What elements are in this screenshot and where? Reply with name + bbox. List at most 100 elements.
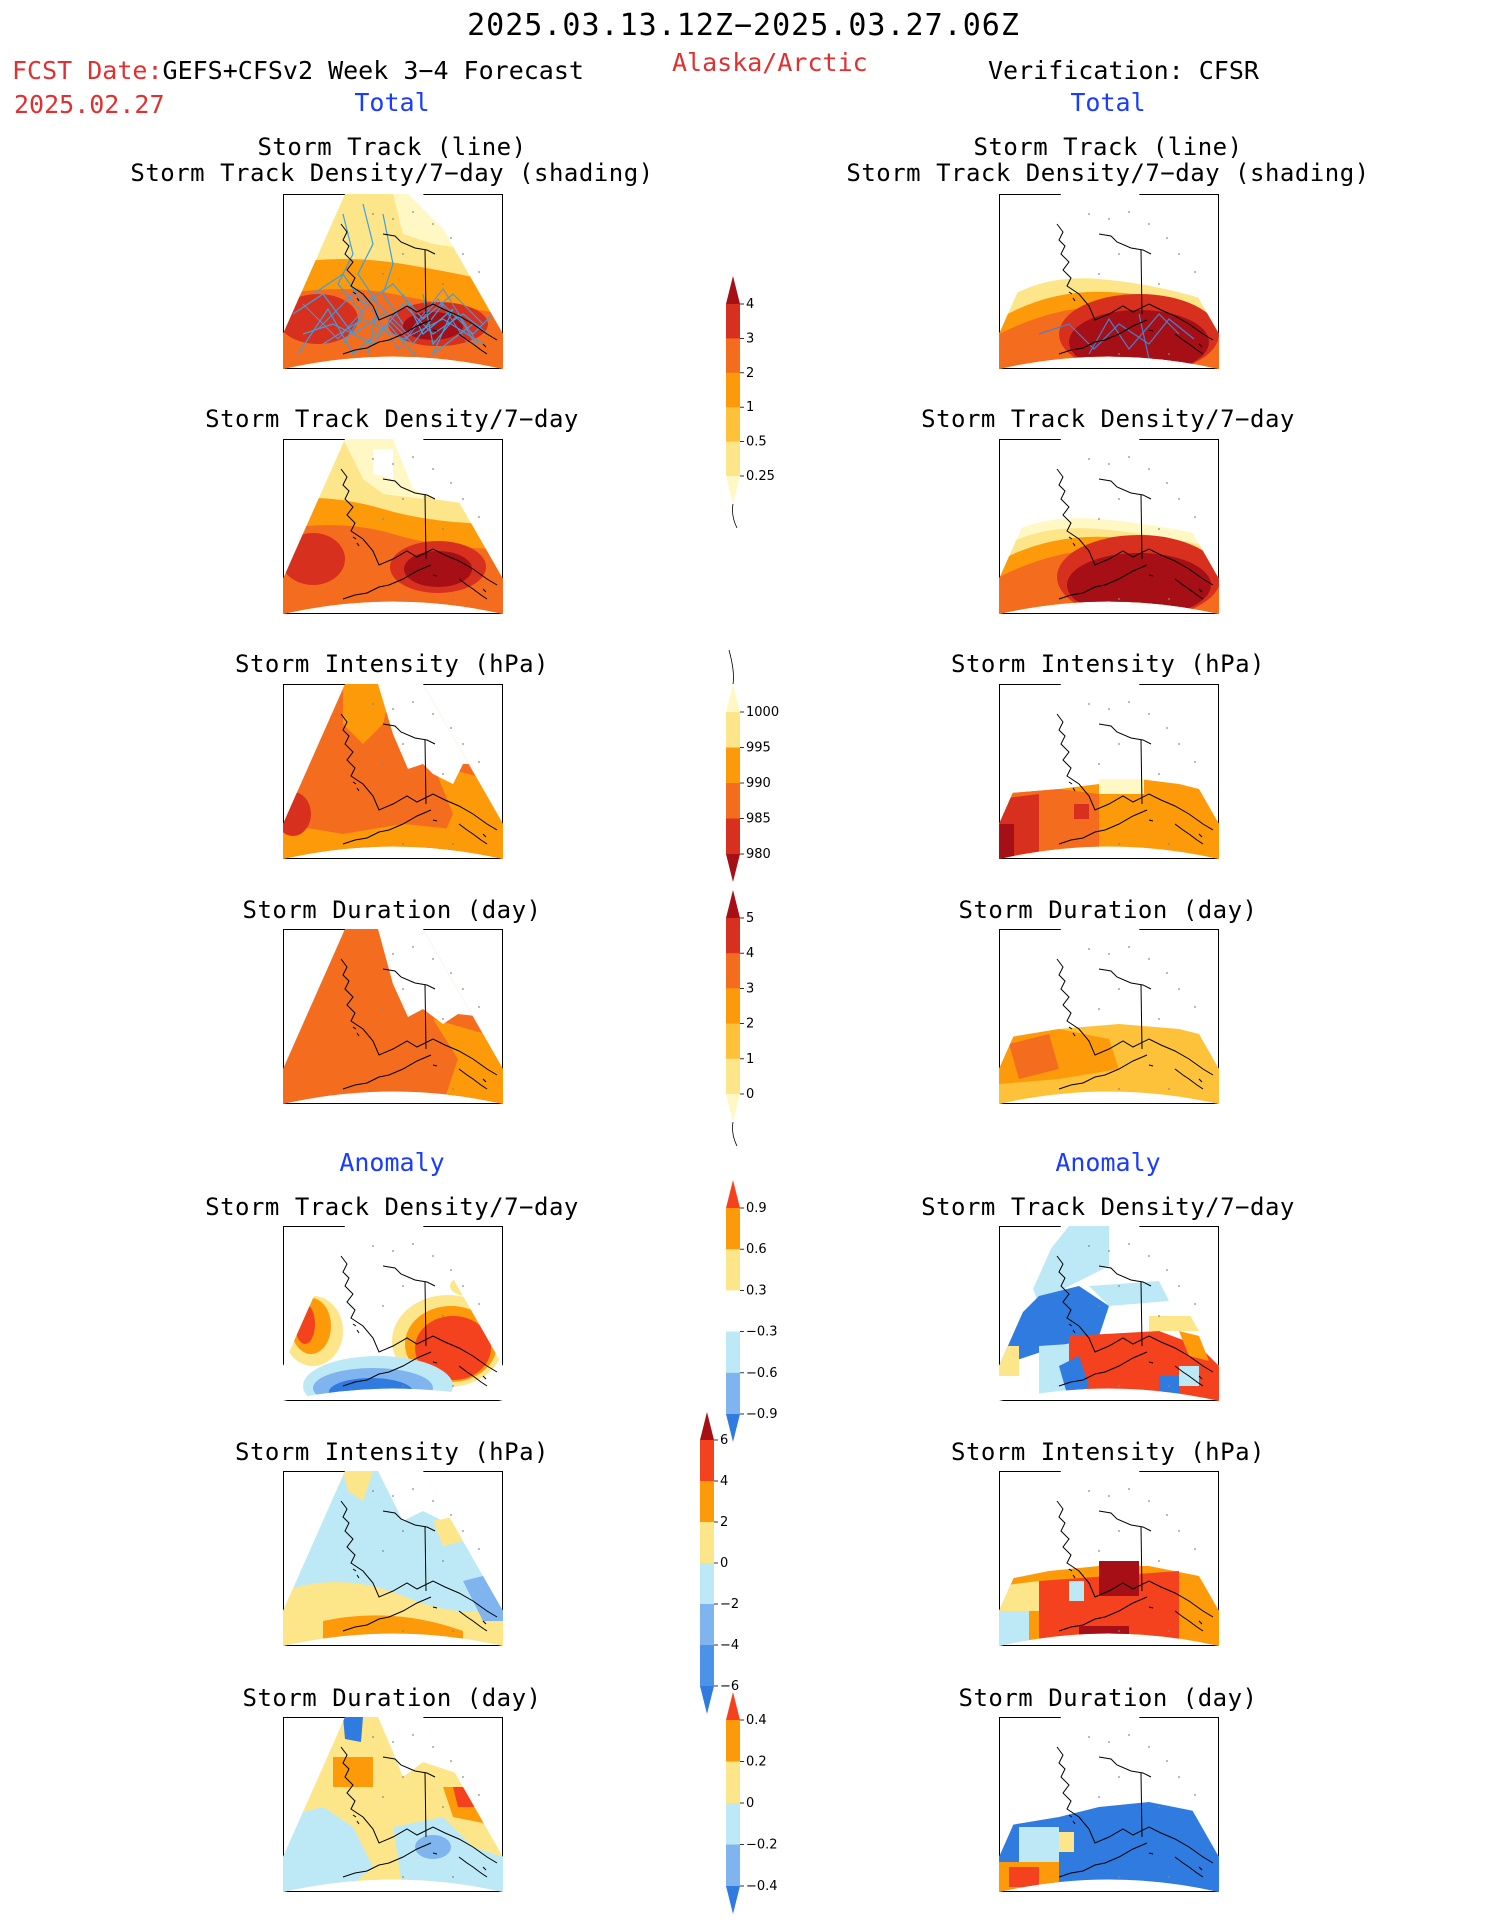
verification-label: Verification: CFSR xyxy=(988,56,1259,85)
right-title-anom-duration: Storm Duration (day) xyxy=(958,1684,1258,1712)
colorbar-label: 2 xyxy=(746,1017,754,1032)
colorbar-anom_density-segment xyxy=(726,1249,740,1291)
left-title-anom-density: Storm Track Density/7−day xyxy=(205,1193,579,1221)
colorbar-duration-segment xyxy=(726,1023,740,1060)
right-map-anom-duration xyxy=(999,1717,1219,1892)
colorbar-anom-density: 0.9 0.6 0.3 −0.3 −0.6 −0.9 xyxy=(716,1172,796,1466)
colorbar-label: 2 xyxy=(746,366,754,381)
date-range: 2025.03.13.12Z−2025.03.27.06Z xyxy=(467,8,1020,43)
colorbar-label: 0.2 xyxy=(746,1755,767,1770)
right-title-density: Storm Track Density/7−day xyxy=(921,405,1295,433)
colorbar-label: −6 xyxy=(720,1679,739,1694)
colorbar-label: 995 xyxy=(746,741,771,756)
colorbar-label: 5 xyxy=(746,911,754,926)
colorbar-label: 0.9 xyxy=(746,1201,767,1216)
region-label: Alaska/Arctic xyxy=(672,48,868,77)
colorbar-label: 4 xyxy=(746,297,754,312)
colorbar-intensity-segment xyxy=(726,712,740,748)
left-map-density xyxy=(283,439,503,614)
right-title-intensity: Storm Intensity (hPa) xyxy=(951,650,1265,678)
right-map-anom-density xyxy=(999,1226,1219,1401)
colorbar-label: 0 xyxy=(746,1087,754,1102)
colorbar-duration-segment xyxy=(726,988,740,1025)
colorbar-label: −0.4 xyxy=(746,1879,778,1894)
colorbar-anom_density-segment xyxy=(726,1331,740,1374)
colorbar-density-segment xyxy=(726,338,740,374)
right-map-anom-intensity xyxy=(999,1471,1219,1646)
colorbar-anom_density-segment xyxy=(726,1414,740,1442)
colorbar-label: 980 xyxy=(746,847,771,862)
left-total-label: Total xyxy=(354,88,430,117)
colorbar-tail xyxy=(732,1121,738,1147)
left-map-anom-duration xyxy=(283,1717,503,1892)
left-title-anom-intensity: Storm Intensity (hPa) xyxy=(235,1438,549,1466)
colorbar-anom_duration-segment xyxy=(726,1720,740,1762)
colorbar-tail xyxy=(728,649,734,685)
colorbar-label: 0 xyxy=(720,1556,728,1571)
right-title-anom-intensity: Storm Intensity (hPa) xyxy=(951,1438,1265,1466)
left-title-anom-duration: Storm Duration (day) xyxy=(242,1684,542,1712)
colorbar-intensity: 1000 995 990 985 980 xyxy=(716,640,796,894)
fcst-date: 2025.02.27 xyxy=(14,90,165,119)
colorbar-duration-segment xyxy=(726,918,740,954)
colorbar-density-segment xyxy=(726,276,740,304)
right-title-track-line: Storm Track (line) xyxy=(973,133,1243,161)
colorbar-anom_intensity-segment xyxy=(700,1686,714,1714)
forecast-name: GEFS+CFSv2 Week 3−4 Forecast xyxy=(162,56,584,85)
colorbar-density: 4 3 2 1 0.5 0.25 xyxy=(716,262,796,556)
right-total-label: Total xyxy=(1070,88,1146,117)
colorbar-anom_density-segment xyxy=(726,1372,740,1415)
colorbar-anom_duration-segment xyxy=(726,1761,740,1804)
right-map-density xyxy=(999,439,1219,614)
colorbar-label: 2 xyxy=(720,1515,728,1530)
colorbar-label: 0.5 xyxy=(746,435,767,450)
colorbar-label: 985 xyxy=(746,812,771,827)
left-map-intensity xyxy=(283,684,503,859)
colorbar-anom_intensity-segment xyxy=(700,1645,714,1687)
colorbar-label: 4 xyxy=(720,1474,728,1489)
colorbar-anom_duration-segment xyxy=(726,1803,740,1845)
colorbar-duration-segment xyxy=(726,1094,740,1122)
forecast-label: FCST Date:GEFS+CFSv2 Week 3−4 Forecast xyxy=(12,56,584,85)
colorbar-label: 6 xyxy=(720,1433,728,1448)
colorbar-anom_density-segment xyxy=(726,1290,740,1333)
fcst-date-label: FCST Date: xyxy=(12,56,163,85)
colorbar-label: 1 xyxy=(746,1052,754,1067)
colorbar-density-segment xyxy=(726,407,740,443)
colorbar-label: 990 xyxy=(746,776,771,791)
colorbar-label: 3 xyxy=(746,331,754,346)
colorbar-density-segment xyxy=(726,441,740,477)
colorbar-density-segment xyxy=(726,372,740,408)
colorbar-label: −0.2 xyxy=(746,1838,778,1853)
colorbar-label: −2 xyxy=(720,1597,739,1612)
colorbar-intensity-segment xyxy=(726,818,740,855)
colorbar-label: 0.3 xyxy=(746,1283,767,1298)
left-title-track-shading: Storm Track Density/7−day (shading) xyxy=(130,159,654,187)
colorbar-anom_duration-segment xyxy=(726,1692,740,1720)
colorbar-duration-segment xyxy=(726,953,740,989)
colorbar-density-segment xyxy=(726,476,740,504)
colorbar-tail xyxy=(732,503,738,529)
colorbar-anom-duration: 0.4 0.2 0 −0.2 −0.4 xyxy=(716,1684,796,1928)
colorbar-intensity-segment xyxy=(726,783,740,819)
colorbar-anom_intensity-segment xyxy=(700,1604,714,1646)
colorbar-duration: 5 4 3 2 1 0 xyxy=(716,886,796,1180)
right-title-track-shading: Storm Track Density/7−day (shading) xyxy=(846,159,1370,187)
colorbar-label: −0.3 xyxy=(746,1325,778,1340)
colorbar-label: −0.9 xyxy=(746,1407,778,1422)
colorbar-anom_intensity-segment xyxy=(700,1412,714,1440)
left-anomaly-label: Anomaly xyxy=(339,1148,445,1177)
colorbar-anom_density-segment xyxy=(726,1208,740,1250)
left-map-anom-density xyxy=(283,1226,503,1401)
colorbar-label: −0.6 xyxy=(746,1366,778,1381)
right-map-duration xyxy=(999,929,1219,1104)
colorbar-anom_intensity-segment xyxy=(700,1481,714,1523)
colorbar-label: 4 xyxy=(746,946,754,961)
colorbar-intensity-segment xyxy=(726,747,740,784)
colorbar-duration-segment xyxy=(726,1058,740,1095)
colorbar-label: 0.25 xyxy=(746,469,775,484)
right-map-storm-track xyxy=(999,194,1219,369)
right-title-duration: Storm Duration (day) xyxy=(958,896,1258,924)
colorbar-anom_density-segment xyxy=(726,1180,740,1208)
colorbar-anom_intensity-segment xyxy=(700,1522,714,1564)
